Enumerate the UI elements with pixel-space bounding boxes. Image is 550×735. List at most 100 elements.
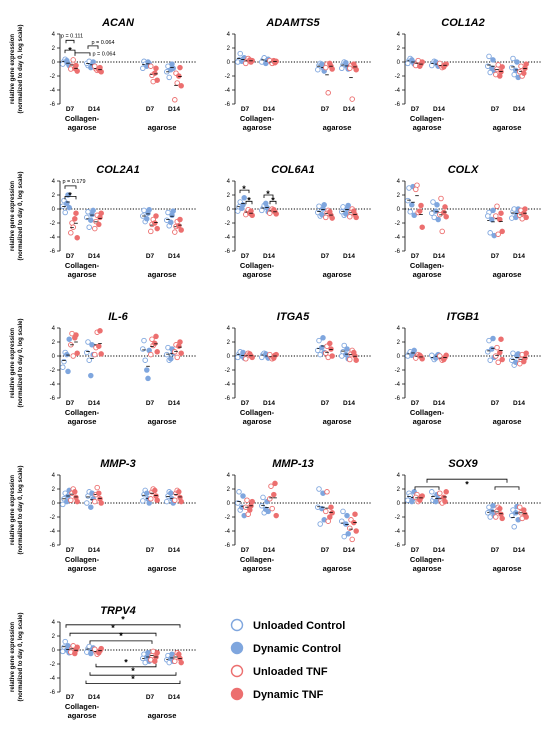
data-point [64,57,70,64]
data-point [329,353,335,359]
data-point [96,490,102,496]
data-point [98,210,104,216]
data-point [434,202,440,208]
y-tick-label: 0 [227,207,231,213]
data-point [98,500,104,506]
y-tick-label: 2 [227,46,231,52]
data-point [72,489,78,495]
day-label: D14 [433,106,445,113]
data-point [327,514,333,520]
p-value-label: p = 0.064 [91,40,114,46]
group-label-collagen-agarose: agarose [413,123,442,132]
data-point [172,658,178,664]
y-tick-label: 2 [227,340,231,346]
group-label-collagen-agarose: agarose [68,270,97,279]
data-point [144,367,150,373]
significance-star: * [266,189,270,199]
data-point [320,335,326,341]
y-tick-label: -2 [50,515,56,521]
group-label-collagen-agarose: agarose [413,417,442,426]
data-point [441,494,447,501]
data-point [523,214,529,221]
data-point [249,354,255,361]
group-label-agarose: agarose [493,564,522,573]
data-point [323,508,329,515]
y-tick-label: -2 [50,221,56,227]
day-label: D14 [433,400,445,407]
data-point [62,209,68,216]
data-point [343,521,349,527]
day-label: D14 [513,400,525,407]
group-label-collagen-agarose: Collagen- [410,555,445,564]
panel-title: ITGB1 [447,311,479,323]
data-point [521,358,527,365]
day-label: D7 [66,106,75,113]
day-label: D7 [411,253,420,260]
data-point [86,357,92,363]
day-label: D14 [513,253,525,260]
group-label-collagen-agarose: agarose [243,123,272,132]
y-tick-label: -6 [395,396,401,402]
y-tick-label: 4 [52,473,56,479]
data-point [494,203,500,209]
y-tick-label: 4 [397,179,401,185]
day-label: D7 [241,253,250,260]
data-point [405,197,411,204]
data-point [419,356,425,362]
data-point [490,335,496,342]
y-tick-label: -4 [50,88,56,94]
data-point [347,525,353,531]
data-point [418,202,424,209]
y-tick-label: -4 [395,88,401,94]
data-point [74,644,80,650]
data-point [495,231,501,237]
day-label: D14 [88,400,100,407]
day-label: D7 [146,253,155,260]
group-label-agarose: agarose [493,417,522,426]
y-tick-label: -2 [395,221,401,227]
y-tick-label: -4 [50,676,56,682]
day-label: D14 [513,106,525,113]
data-point [90,207,96,214]
day-label: D7 [411,106,420,113]
data-point [353,66,359,73]
y-axis-label: relative gene expression [10,622,16,692]
group-label-collagen-agarose: agarose [68,711,97,720]
day-label: D14 [168,106,180,113]
data-point [514,59,520,65]
data-point [72,650,78,657]
y-tick-label: 0 [52,354,56,360]
data-point [88,650,94,657]
day-label: D7 [146,694,155,701]
data-point [419,59,425,65]
significance-star: * [121,615,125,625]
group-label-collagen-agarose: agarose [413,270,442,279]
data-point [438,195,444,202]
y-tick-label: 2 [52,634,56,640]
data-point [62,638,68,645]
data-point [498,336,504,342]
day-label: D7 [146,400,155,407]
significance-bracket [74,52,91,56]
significance-star: * [247,195,251,205]
data-point [509,512,515,519]
day-label: D14 [168,253,180,260]
data-point [413,494,419,501]
significance-bracket [239,189,250,194]
y-tick-label: 0 [397,501,401,507]
y-tick-label: 4 [52,32,56,38]
data-point [319,61,325,67]
data-point [489,216,495,223]
data-point [153,213,159,219]
y-axis-label: relative gene expression [10,328,16,398]
group-label-agarose: agarose [148,417,177,426]
y-tick-label: 0 [227,354,231,360]
data-point [88,504,94,510]
day-label: D7 [66,694,75,701]
data-point [343,59,349,66]
data-point [178,659,184,666]
y-tick-label: 2 [397,487,401,493]
significance-star: * [124,657,128,667]
data-point [176,651,182,657]
